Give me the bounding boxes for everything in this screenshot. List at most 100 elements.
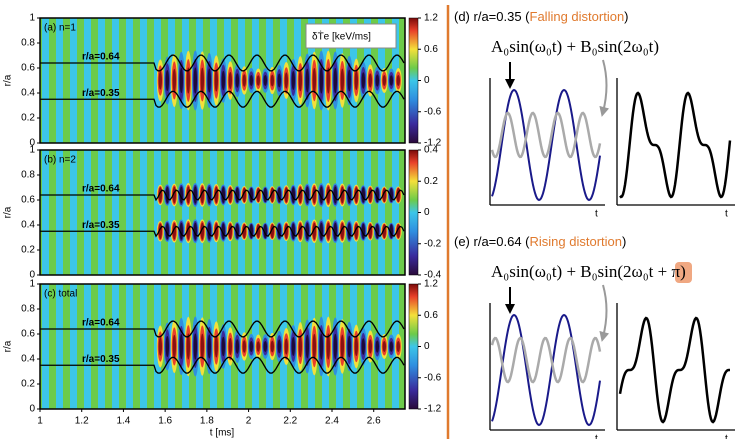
heatmap-panel: r/a=0.64 r/a=0.35 <box>40 150 405 275</box>
boundary-line <box>40 225 405 238</box>
x-tick-label: 1.4 <box>116 416 130 427</box>
boundary-line <box>40 54 405 72</box>
y-tick-label: 0.8 <box>21 304 35 315</box>
panel-label: (c) total <box>44 289 77 300</box>
y-tick-label: 1 <box>29 13 35 24</box>
contour-blob <box>389 75 393 86</box>
contour-blob <box>165 335 169 358</box>
contour-blob <box>165 69 169 92</box>
colorbar-tick-label: 0.4 <box>424 145 438 156</box>
colorbar-tick-label: 1.2 <box>424 13 438 24</box>
annotation: r/a=0.35 <box>82 220 120 231</box>
contour-blob <box>312 67 316 94</box>
title-part: (d) r/a=0.35 ( <box>454 9 530 24</box>
y-tick-label: 1 <box>29 145 35 156</box>
colorbar-tick-label: 0 <box>424 341 430 352</box>
panel-frame <box>39 17 406 144</box>
contour-blob <box>263 341 267 352</box>
contour-blob <box>291 71 295 90</box>
contour-blob <box>186 333 190 360</box>
x-tick-label: 1 <box>37 416 43 427</box>
arrow <box>599 284 610 342</box>
colorbar-title: δṪe [keV/ms] <box>312 30 371 43</box>
arrow <box>599 59 610 117</box>
contour-blob <box>263 75 267 86</box>
contour-blob <box>158 71 162 90</box>
contour-blob <box>214 69 218 92</box>
formula-part: A₀sin(ω₀t) + B₀sin(2ω₀t + <box>491 262 671 281</box>
colorbar-tick-label: -0.6 <box>424 372 442 383</box>
panel-title: (d) r/a=0.35 (Falling distortion) <box>454 9 629 24</box>
contour-blob <box>193 333 197 360</box>
x-tick-label: 1.6 <box>158 416 172 427</box>
contour-blob <box>221 70 225 91</box>
contour-blob <box>361 338 365 355</box>
contour-blob <box>193 67 197 94</box>
contour-blob <box>207 334 211 359</box>
contour-blob <box>207 68 211 93</box>
contour-blob <box>354 336 358 357</box>
contour-blob <box>186 67 190 94</box>
contour-blob <box>277 339 281 354</box>
annotation: r/a=0.35 <box>82 88 120 99</box>
colorbar-tick-label: 0 <box>424 207 430 218</box>
contour-blob <box>221 336 225 357</box>
harmonic-wave <box>490 336 602 384</box>
y-tick-label: 0.6 <box>21 195 35 206</box>
colorbar-tick-label: -1.2 <box>424 138 442 149</box>
pi-highlight <box>675 262 692 283</box>
colorbar <box>408 17 419 144</box>
contour-blob <box>214 335 218 358</box>
contour-blob <box>200 67 204 94</box>
contour-blob <box>235 73 239 88</box>
y-axis-label: r/a <box>3 74 14 86</box>
x-tick-label: 2.6 <box>367 416 381 427</box>
formula: A₀sin(ω₀t) + B₀sin(2ω₀t + π) <box>491 262 686 281</box>
contour-blob <box>375 74 379 87</box>
heatmap-background <box>40 150 405 275</box>
y-tick-label: 0.8 <box>21 38 35 49</box>
contour-blob <box>396 340 400 353</box>
contour-blob <box>361 72 365 89</box>
contour-blob <box>277 73 281 88</box>
colorbar <box>408 283 419 410</box>
colorbar <box>408 149 419 276</box>
annotation: r/a=0.64 <box>82 318 120 329</box>
contour-blob <box>235 339 239 354</box>
boundary-line <box>40 320 405 338</box>
y-axis-label: r/a <box>3 340 14 352</box>
contour-blob <box>256 75 260 86</box>
contour-blob <box>333 333 337 360</box>
contour-blob <box>326 333 330 360</box>
annotation: r/a=0.35 <box>82 354 120 365</box>
contour-blob <box>340 68 344 93</box>
panel-frame <box>39 149 406 276</box>
contour-blob <box>389 341 393 352</box>
y-tick-label: 0 <box>29 138 35 149</box>
y-tick-label: 0.4 <box>21 354 35 365</box>
panel-label: (b) n=2 <box>44 155 76 166</box>
contour-blob <box>382 75 386 86</box>
contour-blob <box>284 338 288 355</box>
colorbar-tick-label: 0.6 <box>424 44 438 55</box>
colorbar-tick-label: -1.2 <box>424 404 442 415</box>
formula-part: A₀sin(ω₀t) + B₀sin(2ω₀t) <box>491 37 659 56</box>
panel-label: (a) n=1 <box>44 23 76 34</box>
sum-wave <box>618 316 730 424</box>
contour-blob <box>284 72 288 89</box>
axis-label: t <box>725 209 728 220</box>
contour-blob <box>396 74 400 87</box>
contour-blob <box>375 340 379 353</box>
y-tick-label: 0.8 <box>21 170 35 181</box>
axis-label: t <box>595 209 598 220</box>
formula: A₀sin(ω₀t) + B₀sin(2ω₀t) <box>491 37 659 56</box>
boundary-line <box>40 356 405 374</box>
contour-blob <box>347 69 351 92</box>
x-axis-label: t [ms] <box>210 428 235 439</box>
title-part: Falling distortion <box>530 9 625 24</box>
contour-blob <box>249 340 253 353</box>
contour-blob <box>256 341 260 352</box>
y-tick-label: 0 <box>29 270 35 281</box>
contour-blob <box>242 74 246 87</box>
y-tick-label: 0.2 <box>21 245 35 256</box>
